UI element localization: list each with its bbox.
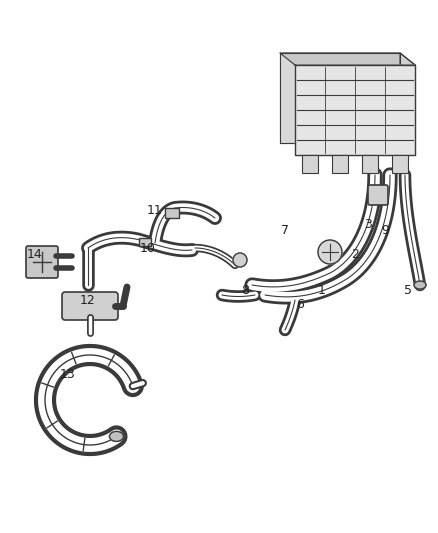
Bar (362, 155, 378, 173)
Polygon shape (295, 65, 415, 155)
Polygon shape (400, 53, 415, 155)
Polygon shape (280, 53, 400, 143)
Circle shape (233, 253, 247, 267)
FancyBboxPatch shape (26, 246, 58, 278)
Text: 13: 13 (60, 368, 76, 382)
Polygon shape (280, 53, 415, 65)
Text: 3: 3 (364, 219, 372, 231)
Text: 2: 2 (351, 248, 359, 262)
Text: 11: 11 (147, 204, 163, 216)
Bar (302, 155, 318, 173)
FancyBboxPatch shape (62, 292, 118, 320)
Ellipse shape (414, 281, 426, 289)
Text: 5: 5 (404, 284, 412, 296)
Circle shape (318, 240, 342, 264)
Text: 1: 1 (318, 284, 326, 296)
Text: 14: 14 (27, 248, 43, 262)
Text: 10: 10 (140, 241, 156, 254)
Bar (392, 155, 408, 173)
Text: 9: 9 (381, 223, 389, 237)
Bar (165, 208, 179, 218)
Bar (139, 238, 151, 246)
Ellipse shape (110, 431, 124, 441)
FancyBboxPatch shape (368, 185, 388, 205)
Text: 8: 8 (241, 284, 249, 296)
Text: 7: 7 (281, 223, 289, 237)
Text: 12: 12 (80, 294, 96, 306)
Bar (332, 155, 348, 173)
Text: 6: 6 (296, 298, 304, 311)
